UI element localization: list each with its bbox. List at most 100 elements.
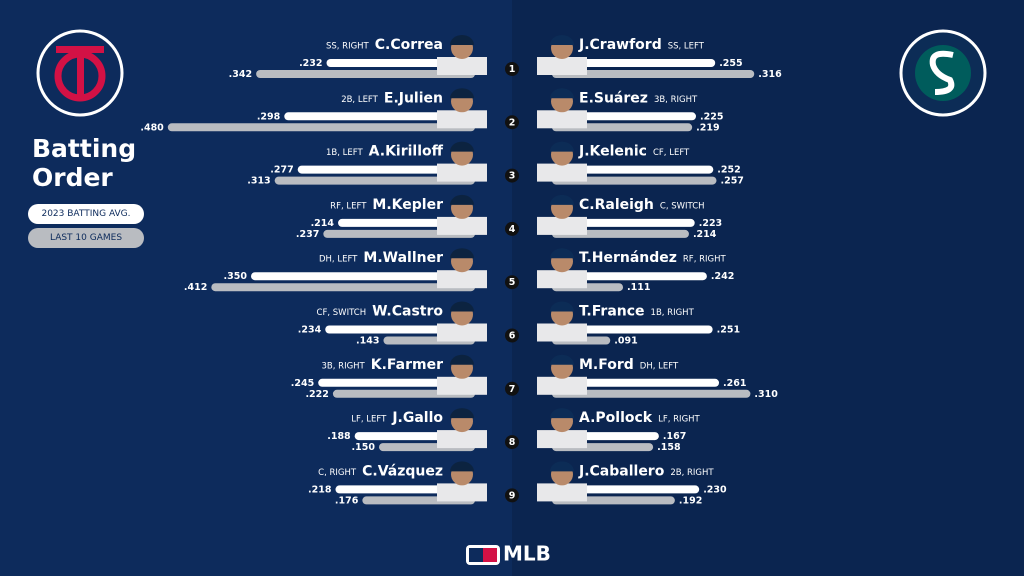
last10-label: .412 — [184, 282, 207, 293]
last10-label: .111 — [627, 282, 650, 293]
player-position: RF, LEFT — [330, 201, 367, 211]
order-number: 9 — [509, 490, 516, 501]
last10-label: .176 — [335, 495, 359, 506]
headshot-cap — [450, 461, 474, 472]
headshot-cap — [450, 248, 474, 259]
last10-bar — [211, 283, 475, 292]
headshot-cap — [550, 194, 574, 205]
player-name: J.Kelenic — [578, 144, 647, 160]
last10-label: .219 — [696, 122, 719, 133]
avg-bar — [552, 165, 714, 174]
headshot-cap — [550, 248, 574, 259]
headshot-body — [537, 430, 587, 449]
player-position: SS, LEFT — [668, 42, 705, 52]
headshot-cap — [550, 354, 574, 365]
last10-label: .237 — [296, 229, 319, 240]
legend-last10: LAST 10 GAMES — [28, 228, 144, 248]
order-number: 6 — [509, 331, 516, 342]
headshot-cap — [450, 141, 474, 152]
last10-label: .158 — [657, 442, 681, 453]
avg-bar — [552, 485, 700, 494]
headshot-body — [537, 110, 587, 129]
player-name: M.Wallner — [363, 250, 443, 266]
player-name: A.Kirilloff — [369, 144, 444, 160]
player-position: 1B, LEFT — [326, 148, 363, 158]
avg-bar — [552, 218, 695, 227]
player-name: C.Correa — [375, 37, 443, 53]
last10-label: .143 — [356, 336, 379, 347]
last10-label: .222 — [305, 389, 328, 400]
player-name: T.France — [579, 304, 645, 320]
avg-label: .252 — [717, 165, 740, 176]
headshot-body — [537, 483, 587, 502]
player-name: J.Caballero — [578, 463, 665, 479]
order-badge — [505, 168, 519, 183]
headshot-cap — [550, 408, 574, 419]
avg-label: .255 — [719, 58, 742, 69]
headshot-body — [437, 57, 487, 75]
order-number: 7 — [509, 384, 516, 395]
last10-label: .257 — [720, 176, 743, 187]
avg-label: .214 — [311, 218, 335, 229]
last10-bar — [274, 176, 475, 185]
avg-bar — [318, 378, 475, 387]
avg-label: .225 — [700, 111, 723, 122]
headshot-body — [537, 57, 587, 75]
last10-label: .214 — [693, 229, 717, 240]
headshot-cap — [450, 88, 474, 99]
headshot-body — [537, 216, 587, 235]
player-position: RF, RIGHT — [683, 255, 727, 265]
last10-bar — [552, 70, 755, 78]
player-name: M.Kepler — [372, 197, 443, 213]
avg-label: .218 — [308, 484, 332, 495]
last10-bar — [552, 176, 717, 185]
player-position: DH, LEFT — [319, 255, 358, 265]
legend-avg: 2023 BATTING AVG. — [28, 204, 144, 224]
headshot-cap — [450, 408, 474, 419]
player-name: M.Ford — [579, 357, 634, 373]
avg-label: .245 — [291, 378, 314, 389]
order-number: 3 — [509, 171, 516, 182]
order-badge — [505, 221, 519, 236]
headshot-cap — [450, 35, 474, 45]
headshot-body — [537, 323, 587, 342]
player-position: CF, LEFT — [653, 148, 690, 158]
headshot-cap — [450, 354, 474, 365]
order-badge — [505, 435, 519, 450]
avg-bar — [552, 59, 716, 67]
player-name: J.Gallo — [391, 410, 443, 426]
player-name: W.Castro — [372, 304, 443, 320]
twins-logo — [36, 29, 124, 117]
last10-bar — [552, 123, 693, 132]
order-number: 8 — [509, 437, 516, 448]
player-position: C, RIGHT — [318, 468, 357, 478]
avg-label: .234 — [298, 325, 322, 336]
player-position: CF, SWITCH — [317, 308, 367, 318]
avg-bar — [552, 325, 713, 334]
headshot-body — [437, 376, 487, 395]
order-number: 1 — [509, 64, 516, 75]
headshot-cap — [550, 141, 574, 152]
avg-bar — [552, 378, 720, 387]
player-position: 3B, RIGHT — [322, 361, 366, 371]
last10-bar — [167, 123, 476, 132]
avg-label: .232 — [299, 58, 322, 69]
order-badge — [505, 115, 519, 130]
player-position: 3B, RIGHT — [654, 95, 698, 105]
avg-label: .230 — [703, 484, 727, 495]
player-name: K.Farmer — [371, 357, 443, 373]
headshot-body — [437, 483, 487, 502]
order-badge — [505, 275, 519, 290]
player-position: LF, LEFT — [351, 415, 387, 425]
player-position: LF, RIGHT — [658, 415, 700, 425]
avg-label: .167 — [663, 431, 686, 442]
player-position: 1B, RIGHT — [651, 308, 695, 318]
player-position: 2B, LEFT — [341, 95, 378, 105]
headshot-body — [437, 163, 487, 182]
headshot-body — [437, 323, 487, 342]
order-number: 2 — [509, 117, 516, 128]
headshot-cap — [550, 461, 574, 472]
headshot-cap — [550, 35, 574, 45]
order-badge — [505, 328, 519, 343]
